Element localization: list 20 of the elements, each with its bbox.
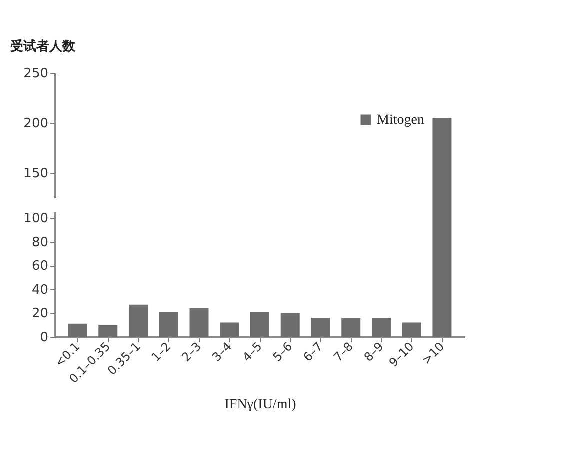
y-tick-label: 80	[32, 235, 48, 250]
y-tick-label: 100	[24, 211, 48, 226]
y-tick-label: 250	[24, 66, 48, 82]
y-tick-label: 60	[32, 259, 48, 274]
y-tick-label: 20	[32, 306, 48, 322]
x-tick-label: 2–3	[179, 340, 204, 364]
legend-label: Mitogen	[377, 113, 424, 128]
y-tick-label: 40	[32, 282, 48, 298]
y-tick-label: 200	[24, 116, 48, 132]
y-tick-label: 150	[24, 166, 48, 182]
x-tick-label: 4–5	[240, 340, 265, 364]
x-tick-label: 6–7	[300, 340, 326, 364]
x-tick-label: 7–8	[331, 340, 356, 364]
y-axis-title: 受试者人数	[10, 38, 76, 54]
y-tick-label: 0	[40, 330, 48, 346]
x-tick-label: 5–6	[270, 340, 296, 364]
x-tick-label: 1–2	[148, 340, 174, 364]
x-axis-title: IFNγ(IU/ml)	[224, 397, 297, 412]
x-tick-label: 8–9	[361, 340, 386, 364]
x-tick-label: 3–4	[210, 340, 235, 364]
